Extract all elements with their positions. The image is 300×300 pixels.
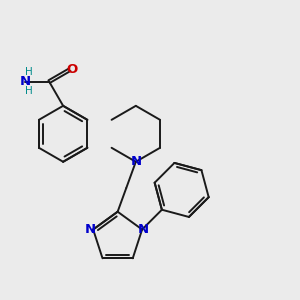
Text: O: O (67, 63, 78, 76)
Text: N: N (85, 223, 96, 236)
Text: N: N (130, 155, 141, 168)
Text: H: H (25, 67, 33, 77)
Text: H: H (25, 86, 33, 96)
Text: N: N (138, 223, 149, 236)
Text: N: N (20, 75, 31, 88)
